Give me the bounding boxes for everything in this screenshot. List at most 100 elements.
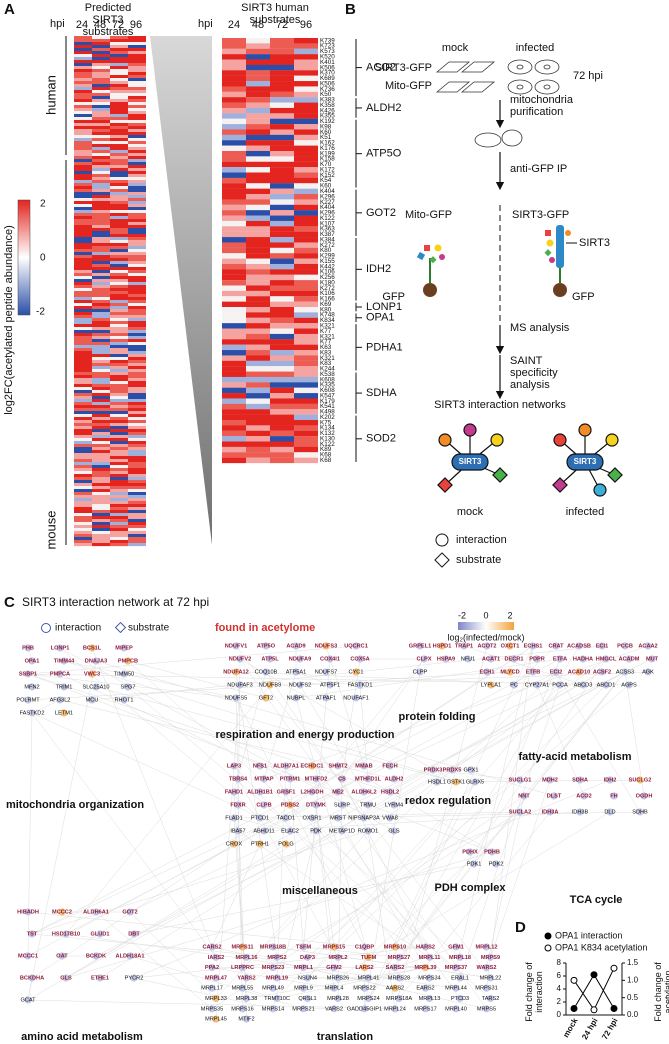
wedge — [150, 36, 212, 545]
network-node — [120, 670, 128, 678]
heatmap-cell — [74, 516, 92, 520]
heatmap-cell — [222, 97, 246, 103]
heatmap-cell — [110, 507, 128, 511]
network-node — [238, 1005, 247, 1013]
heatmap-cell — [74, 408, 92, 412]
heatmap-cell — [74, 384, 92, 388]
gene-node: MRPS22 — [353, 986, 375, 992]
heatmap-cell — [92, 162, 110, 166]
heatmap-cell — [110, 426, 128, 430]
heatmap-cell — [74, 294, 92, 298]
heatmap-cell — [222, 285, 246, 291]
heatmap-cell — [128, 405, 146, 409]
heatmap-cell — [128, 69, 146, 73]
gene-node: TARS2 — [482, 996, 500, 1002]
heatmap-cell — [294, 436, 318, 442]
heatmap-cell — [92, 291, 110, 295]
gene-node: CS — [338, 776, 346, 782]
network-edge — [211, 843, 261, 948]
network-node — [56, 696, 64, 704]
heatmap-cell — [246, 70, 270, 76]
heatmap-cell — [270, 86, 294, 92]
heatmap-cell — [110, 543, 128, 547]
gene-node: NDUFV2 — [229, 656, 251, 662]
heatmap-cell — [92, 285, 110, 289]
heatmap-cell — [222, 237, 246, 243]
network-node — [269, 943, 277, 951]
network-node — [456, 974, 464, 982]
heatmap-cell — [294, 231, 318, 238]
heatmap-cell — [92, 51, 110, 55]
site-label: K383 — [320, 97, 335, 104]
network-node — [256, 788, 264, 796]
heatmap-cell — [294, 398, 318, 404]
heatmap-cell — [74, 456, 92, 460]
heatmap-cell — [74, 255, 92, 259]
heatmap-cell — [294, 253, 318, 259]
heatmap-cell — [128, 303, 146, 307]
heatmap-cell — [128, 51, 146, 55]
gene-node: GSTK1 — [447, 779, 465, 785]
gene-node: ACADSB — [567, 643, 591, 649]
heatmap-cell — [128, 135, 146, 139]
network-edge — [65, 791, 339, 935]
heatmap-cell — [128, 222, 146, 226]
network-node — [330, 964, 338, 972]
heatmap-cell — [74, 189, 92, 193]
heatmap-cell — [110, 180, 128, 184]
heatmap-cell — [110, 66, 128, 70]
network-node — [299, 984, 308, 992]
heatmap-cell — [128, 183, 146, 187]
heatmap-cell — [74, 498, 92, 502]
heatmap-cell — [74, 303, 92, 307]
heatmap-cell — [110, 348, 128, 352]
heatmap-cell — [246, 333, 270, 340]
heatmap-cell — [294, 403, 318, 410]
heatmap-cell — [294, 167, 318, 173]
heatmap-cell — [128, 441, 146, 445]
network-node — [602, 655, 610, 663]
heatmap-cell — [110, 375, 128, 379]
gene-node: LAP3 — [227, 763, 241, 769]
heatmap-cell — [128, 411, 146, 415]
heatmap-cell — [110, 483, 128, 487]
network-node — [364, 801, 372, 809]
heatmap-cell — [294, 226, 318, 232]
heatmap-cell — [246, 312, 270, 318]
heatmap-cell — [110, 378, 128, 382]
network-edge — [65, 671, 626, 979]
heatmap-cell — [74, 375, 92, 379]
scale-tick: -2 — [458, 610, 466, 620]
heatmap-cell — [110, 354, 128, 358]
gene-node: MRPS10 — [384, 944, 406, 950]
gene-node: SARS2 — [386, 965, 405, 971]
heatmap-cell — [222, 296, 246, 302]
heatmap-cell — [74, 72, 92, 76]
heatmap-cell — [128, 537, 146, 541]
network-node — [24, 644, 32, 652]
heatmap-cell — [74, 174, 92, 178]
heatmap-cell — [222, 441, 246, 447]
heatmap-cell — [74, 213, 92, 217]
heatmap-cell — [128, 81, 146, 85]
heatmap-cell — [74, 459, 92, 463]
network-node — [364, 953, 373, 961]
site-label: K256 — [320, 274, 335, 281]
heatmap-cell — [92, 168, 110, 172]
gene-node: SUCLG1 — [509, 777, 532, 783]
heatmap-cell — [222, 312, 246, 318]
gene-node: CRAT — [548, 643, 564, 649]
heatmap-cell — [74, 489, 92, 493]
heatmap-cell — [92, 537, 110, 541]
heatmap-cell — [128, 534, 146, 538]
heatmap-cell — [222, 183, 246, 189]
heatmap-cell — [222, 81, 246, 87]
color-scale — [458, 622, 514, 630]
gene-node: FASTKD1 — [348, 682, 373, 688]
site-label: K401 — [320, 59, 335, 66]
gene-node: IDH3B — [572, 809, 589, 815]
heatmap-cell — [270, 134, 294, 141]
heatmap-cell — [92, 150, 110, 154]
gene-node: GLS — [60, 975, 72, 981]
heatmap-cell — [92, 192, 110, 196]
